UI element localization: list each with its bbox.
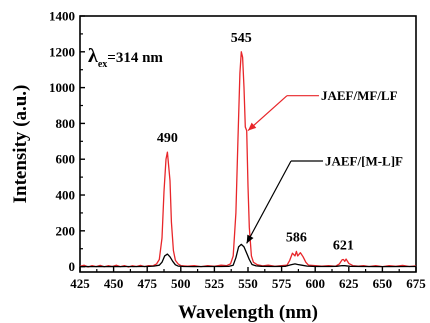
x-tick-label: 425 [70, 276, 90, 291]
series-layer [79, 51, 417, 268]
x-tick-label: 475 [137, 276, 157, 291]
y-tick-label: 1200 [49, 44, 75, 59]
x-tick-label: 525 [205, 276, 225, 291]
excitation-value: =314 nm [107, 50, 163, 66]
excitation-label: λex=314 nm [88, 45, 163, 70]
legend-leader-diagonal [246, 160, 292, 244]
x-tick-label: 625 [339, 276, 359, 291]
y-tick-label: 1400 [49, 9, 75, 24]
x-axis-title: Wavelength (nm) [178, 302, 318, 323]
y-tick-label: 600 [56, 152, 76, 167]
y-axis-title: Intensity (a.u.) [10, 85, 31, 204]
legend-label: JAEF/MF/LF [321, 88, 398, 103]
y-tick-label: 0 [69, 259, 76, 274]
x-tick-label: 550 [238, 276, 258, 291]
annotation-layer: 490 545 586 621 JAEF/MF/LF JAEF/[M-L]F [157, 31, 403, 254]
excitation-symbol: λ [88, 45, 98, 67]
peak-label: 586 [286, 230, 307, 245]
x-tick-label: 675 [406, 276, 426, 291]
peak-label: 545 [231, 31, 252, 46]
x-tick-label: 450 [104, 276, 124, 291]
legend-label: JAEF/[M-L]F [325, 154, 403, 169]
legend-arrowhead [248, 122, 257, 131]
x-tick-label: 600 [305, 276, 325, 291]
x-tick-label: 575 [272, 276, 292, 291]
legend-arrowhead [246, 234, 254, 244]
peak-label: 621 [333, 238, 354, 253]
series-line-1 [79, 243, 417, 268]
y-tick-label: 400 [56, 188, 76, 203]
y-axis-ticks: 0 200 400 600 800 1000 1200 1400 [49, 9, 85, 274]
y-tick-label: 1000 [49, 80, 75, 95]
x-axis-ticks: 425 450 475 500 525 550 575 600 625 650 675 [70, 267, 426, 291]
peak-label: 490 [157, 131, 178, 146]
series-line-0 [79, 51, 417, 268]
legend-leader-diagonal [247, 95, 288, 132]
x-tick-label: 650 [373, 276, 393, 291]
y-tick-label: 200 [56, 223, 76, 238]
x-tick-label: 500 [171, 276, 191, 291]
y-tick-label: 800 [56, 116, 76, 131]
excitation-subscript: ex [98, 59, 107, 70]
